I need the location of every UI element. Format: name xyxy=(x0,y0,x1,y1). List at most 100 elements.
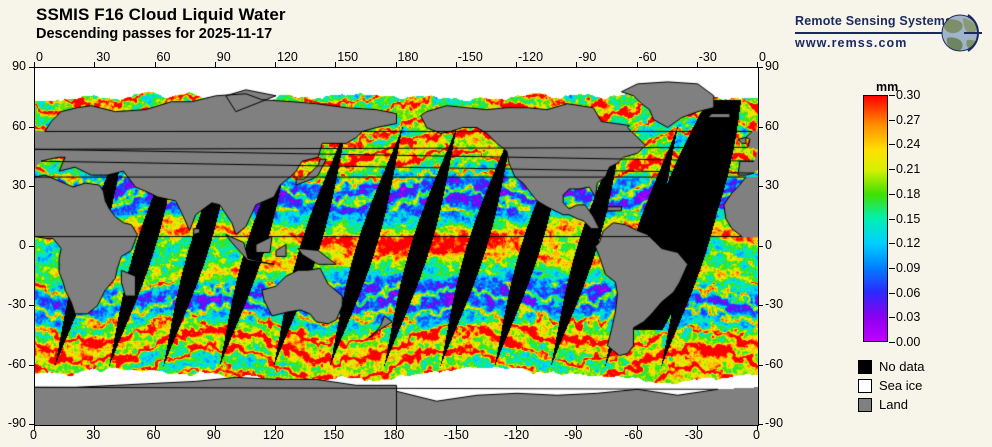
legend-label: Land xyxy=(879,397,908,412)
x-tick-mark xyxy=(275,425,276,430)
y-tick-label-right: 60 xyxy=(765,118,779,133)
x-tick-mark xyxy=(757,62,758,67)
colorbar-tick-label: 0.24 xyxy=(896,137,921,152)
x-tick-label-top: 60 xyxy=(156,50,171,64)
globe-icon xyxy=(941,14,982,52)
y-tick-mark xyxy=(29,245,34,247)
legend-swatch xyxy=(858,378,872,393)
x-tick-mark xyxy=(34,425,35,430)
colorbar-tick-mark xyxy=(889,95,895,96)
colorbar-tick-label: 0.15 xyxy=(896,211,921,226)
colorbar-tick-mark xyxy=(889,119,895,121)
x-tick-label-top: 0 xyxy=(36,50,43,64)
x-tick-label-top: 150 xyxy=(337,50,359,64)
x-tick-mark xyxy=(696,425,698,430)
x-tick-label-top: -30 xyxy=(698,50,717,64)
colorbar-tick-label: 0.06 xyxy=(896,285,921,300)
legend-label: No data xyxy=(879,359,925,374)
legend-item: Sea ice xyxy=(858,377,925,394)
y-tick-mark xyxy=(758,305,763,306)
y-tick-mark xyxy=(29,424,34,425)
x-tick-mark xyxy=(516,425,517,430)
colorbar-tick-mark xyxy=(889,292,895,294)
y-tick-mark xyxy=(758,67,763,68)
x-tick-label-bottom: 30 xyxy=(86,428,101,442)
x-tick-mark xyxy=(154,62,156,67)
title-block: SSMIS F16 Cloud Liquid Water Descending … xyxy=(36,4,286,43)
y-tick-mark xyxy=(29,305,34,306)
x-tick-mark xyxy=(214,425,216,430)
y-tick-mark xyxy=(758,245,763,247)
logo-website-url: www.remss.com xyxy=(795,36,908,50)
x-tick-mark xyxy=(214,62,216,67)
x-tick-label-top: 120 xyxy=(277,50,298,64)
x-tick-label-bottom: 0 xyxy=(753,428,760,442)
page-subtitle: Descending passes for 2025-11-17 xyxy=(36,26,273,42)
y-tick-label-right: 90 xyxy=(765,59,779,73)
x-tick-mark xyxy=(154,425,156,430)
page-title: SSMIS F16 Cloud Liquid Water xyxy=(36,5,286,24)
x-tick-label-bottom: 150 xyxy=(323,428,345,442)
x-tick-mark xyxy=(94,62,96,67)
y-tick-mark xyxy=(758,186,763,187)
colorbar-tick-label: 0.00 xyxy=(896,335,921,349)
x-tick-mark xyxy=(395,62,397,67)
remss-logo: Remote Sensing Systems www.remss.com xyxy=(795,8,985,60)
x-tick-label-bottom: 180 xyxy=(383,428,405,442)
colorbar-tick-label: 0.30 xyxy=(896,88,921,102)
legend-item: No data xyxy=(858,358,925,375)
x-tick-label-top: -90 xyxy=(578,50,597,64)
y-tick-mark xyxy=(29,186,34,187)
cloud-liquid-water-map xyxy=(35,68,758,425)
y-tick-label-left: 90 xyxy=(12,59,26,73)
x-tick-mark xyxy=(34,62,35,67)
logo-divider xyxy=(795,32,946,34)
colorbar-tick-label: 0.27 xyxy=(896,112,921,127)
x-tick-label-top: 180 xyxy=(397,50,419,64)
x-tick-mark xyxy=(455,62,457,67)
colorbar-tick-mark xyxy=(889,169,895,171)
y-tick-mark xyxy=(29,126,34,128)
legend-swatch xyxy=(858,397,872,412)
y-tick-label-right: 30 xyxy=(765,178,779,192)
colorbar-gradient xyxy=(863,95,888,342)
colorbar-tick-label: 0.09 xyxy=(896,260,921,275)
x-tick-mark xyxy=(636,62,638,67)
x-tick-label-bottom: -30 xyxy=(684,428,703,442)
x-tick-label-bottom: 120 xyxy=(263,428,284,442)
x-tick-label-bottom: -150 xyxy=(443,428,469,442)
y-tick-label-left: -60 xyxy=(7,356,26,371)
y-tick-label-right: -30 xyxy=(765,297,784,311)
map-legend: No data Sea ice Land xyxy=(858,358,925,415)
colorbar-tick-mark xyxy=(889,267,895,269)
y-tick-mark xyxy=(758,424,763,425)
colorbar-tick-mark xyxy=(889,342,895,343)
y-tick-label-right: 0 xyxy=(765,237,772,252)
y-tick-mark xyxy=(758,126,763,128)
x-tick-mark xyxy=(516,62,517,67)
x-tick-mark xyxy=(636,425,638,430)
x-tick-label-bottom: -120 xyxy=(504,428,530,442)
colorbar-tick-mark xyxy=(889,317,895,319)
x-tick-mark xyxy=(455,425,457,430)
x-tick-mark xyxy=(576,62,578,67)
colorbar-tick-label: 0.03 xyxy=(896,310,921,325)
x-tick-label-top: 0 xyxy=(759,50,766,64)
x-tick-mark xyxy=(757,425,758,430)
x-tick-label-bottom: -60 xyxy=(624,428,643,442)
x-tick-mark xyxy=(275,62,276,67)
y-tick-label-left: 30 xyxy=(12,178,26,192)
colorbar-tick-mark xyxy=(889,243,895,245)
colorbar-tick-label: 0.18 xyxy=(896,186,921,201)
x-tick-label-top: 30 xyxy=(96,50,111,64)
x-tick-label-bottom: 60 xyxy=(146,428,161,442)
x-tick-label-top: 90 xyxy=(216,50,231,64)
y-tick-mark xyxy=(758,364,763,366)
x-tick-label-top: -150 xyxy=(457,50,483,64)
colorbar-tick-label: 0.21 xyxy=(896,162,921,177)
y-tick-mark xyxy=(29,364,34,366)
legend-swatch xyxy=(858,359,872,374)
colorbar-tick-mark xyxy=(889,144,895,146)
x-tick-mark xyxy=(395,425,397,430)
y-tick-label-right: -90 xyxy=(765,416,784,430)
